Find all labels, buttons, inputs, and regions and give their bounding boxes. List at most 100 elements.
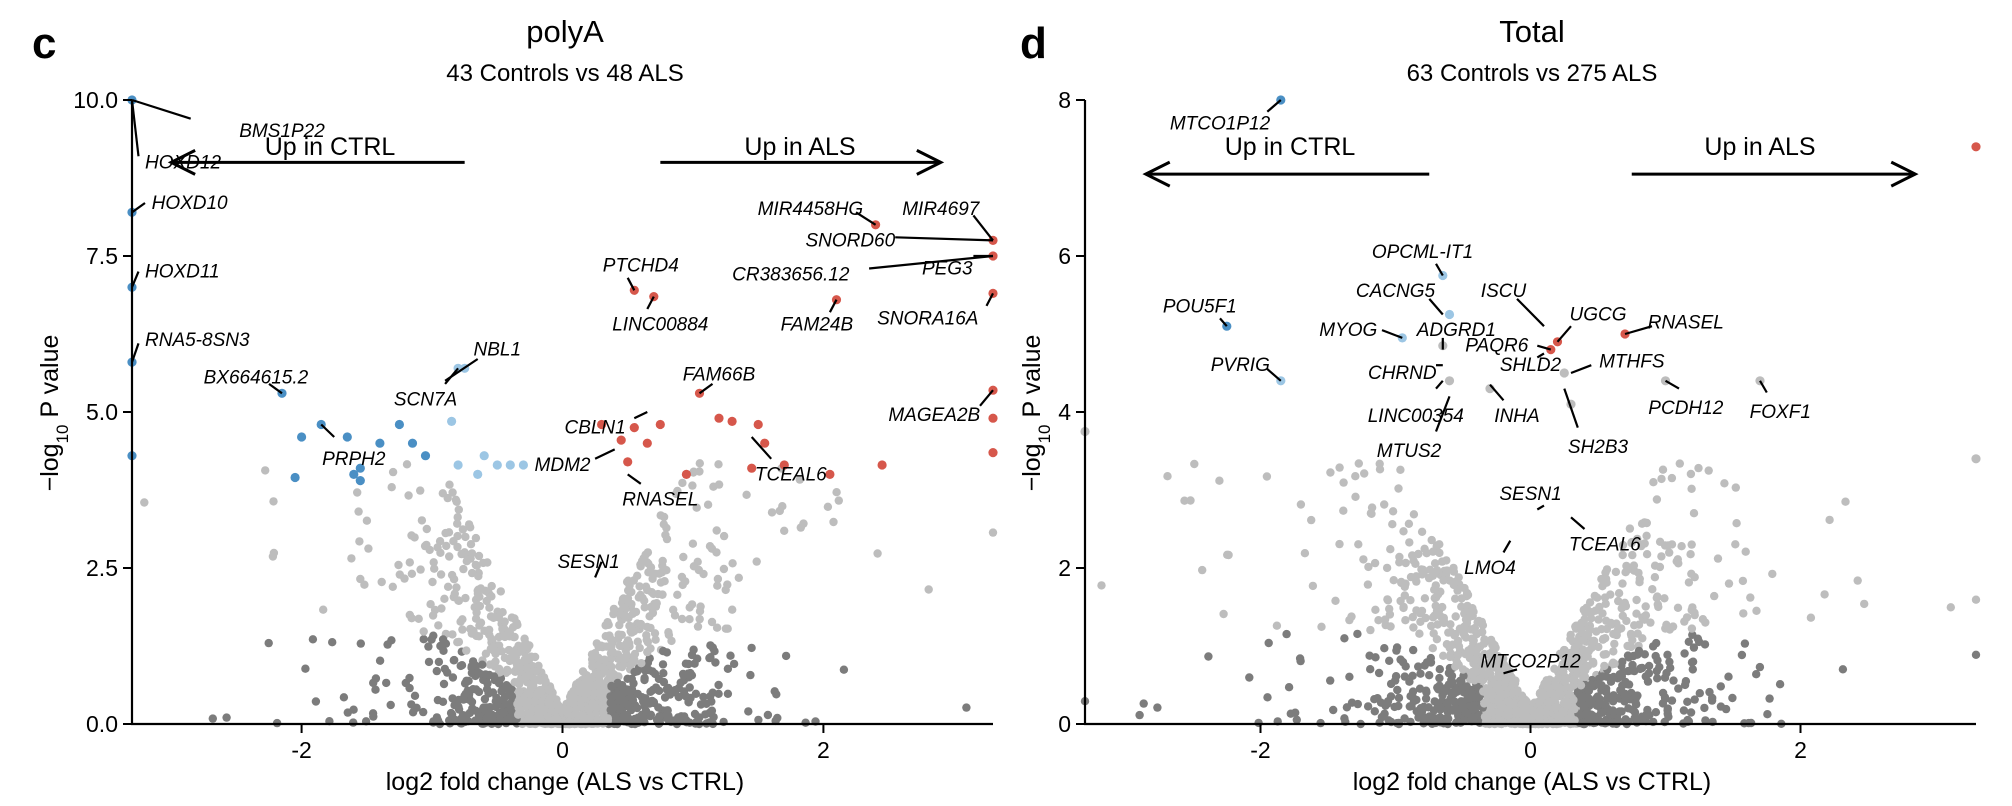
ns-point [1679, 706, 1689, 715]
ns-point [503, 666, 513, 676]
ns-point [701, 710, 710, 719]
ns-point [498, 608, 507, 617]
ns-point [1724, 672, 1733, 681]
ns-point [430, 564, 439, 573]
gene-point [649, 292, 659, 302]
ns-point [1435, 540, 1444, 549]
ns-point [1245, 673, 1254, 682]
ns-point [1569, 695, 1578, 705]
ns-point [483, 558, 492, 567]
ns-point [1347, 612, 1356, 621]
ns-point [834, 496, 843, 505]
ns-point [1408, 612, 1418, 622]
ns-point [673, 590, 682, 599]
label-leader-line [1516, 298, 1545, 327]
ns-point [796, 523, 805, 532]
ns-point [1674, 684, 1683, 693]
label-leader-line [131, 98, 192, 120]
ns-point [1388, 507, 1398, 516]
ns-point [1396, 655, 1405, 664]
ns-point [1651, 651, 1660, 661]
arrow-head [167, 149, 196, 176]
ns-point [416, 565, 425, 574]
ns-point [1386, 622, 1395, 631]
ns-point [1746, 593, 1755, 602]
ns-point [708, 688, 717, 697]
ns-point [1686, 708, 1696, 717]
ns-point [1435, 665, 1445, 674]
label-leader-line [1624, 325, 1653, 336]
gene-label: LINC00354 [1368, 406, 1464, 427]
gene-label: ISCU [1481, 281, 1527, 302]
ns-point [1740, 639, 1750, 648]
ns-point [1351, 472, 1360, 481]
ns-point [1399, 527, 1408, 536]
ns-point [636, 619, 646, 629]
ns-point [1700, 640, 1710, 649]
ns-point [530, 697, 539, 706]
ns-point [474, 572, 483, 581]
ns-point [545, 700, 555, 709]
ns-point [548, 691, 557, 700]
ns-point-cloud [140, 459, 998, 729]
ns-point [519, 644, 528, 653]
gene-point [1971, 454, 1981, 464]
ns-point [491, 657, 500, 666]
ns-point [1752, 670, 1761, 679]
chart-subtitle: 63 Controls vs 275 ALS [1407, 60, 1658, 87]
ns-point [832, 488, 841, 497]
ns-point [1430, 585, 1439, 594]
ns-point [1643, 705, 1652, 715]
gene-label: LMO4 [1464, 558, 1516, 579]
y-tick-label: 2.5 [86, 555, 118, 581]
ns-point [1446, 620, 1455, 629]
ns-point [1415, 684, 1425, 693]
ns-point [405, 558, 414, 567]
ns-point [1353, 699, 1363, 709]
ns-point [521, 672, 530, 681]
ns-point [1594, 680, 1604, 689]
ns-point [752, 557, 761, 566]
ns-point [405, 683, 414, 693]
ns-point [1401, 558, 1410, 568]
ns-point [734, 573, 743, 582]
ns-point [1630, 708, 1640, 717]
ns-point [656, 578, 666, 587]
gene-point [453, 460, 463, 470]
ns-point [459, 564, 468, 574]
label-leader-line [1266, 99, 1282, 113]
ns-point [446, 708, 456, 718]
ns-point [1535, 715, 1544, 724]
gene-label: NBL1 [474, 340, 522, 361]
ns-point [473, 668, 483, 677]
ns-point [1653, 592, 1662, 601]
y-axis-label-sub: 10 [53, 425, 72, 444]
ns-point [1738, 576, 1748, 586]
ns-point [1415, 629, 1424, 638]
gene-point [753, 419, 763, 430]
ns-point [632, 667, 641, 676]
ns-point [1614, 589, 1624, 598]
ns-point [1317, 622, 1326, 631]
ns-point [1609, 647, 1618, 656]
ns-point [1401, 616, 1410, 625]
gene-label: MTCO1P12 [1170, 113, 1271, 134]
ns-point [1637, 712, 1647, 721]
ns-point [1572, 666, 1582, 675]
ns-point [617, 662, 627, 672]
ns-point [450, 701, 459, 710]
ns-point [464, 676, 473, 686]
ns-point [924, 585, 933, 594]
ns-point [667, 636, 676, 646]
ns-point [1453, 686, 1462, 695]
label-leader-line [1759, 380, 1768, 394]
ns-point [432, 666, 441, 676]
ns-point [622, 650, 631, 660]
ns-point [643, 658, 653, 667]
gene-label: TCEAL6 [755, 464, 827, 485]
ns-point [496, 587, 505, 596]
ns-point [1308, 581, 1318, 591]
ns-point [689, 562, 699, 571]
ns-point [1428, 613, 1438, 622]
ns-point [1690, 573, 1699, 582]
